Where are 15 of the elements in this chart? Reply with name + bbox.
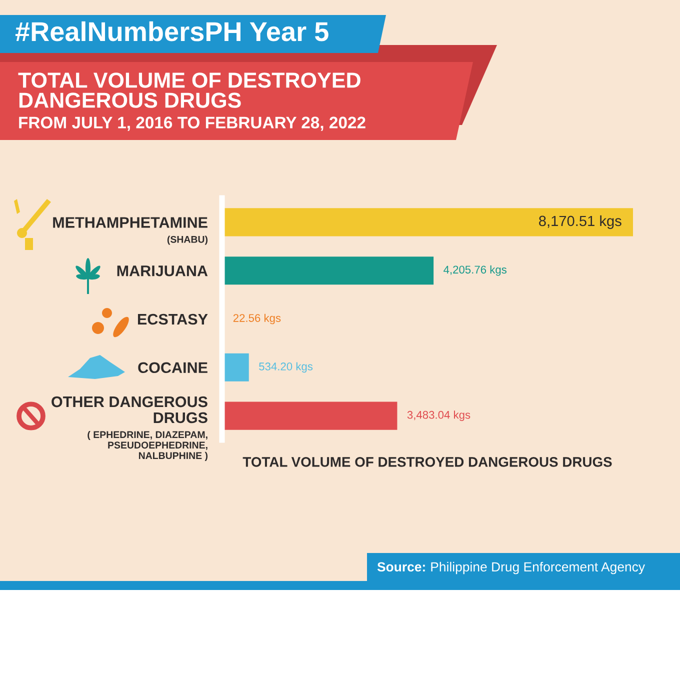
data-label: 4,205.76 kgs (444, 265, 507, 276)
data-label: 8,170.51 kgs (539, 215, 622, 229)
category-label: METHAMPHETAMINE (SHABU) (53, 217, 208, 245)
category-label: OTHER DANGEROUS DRUGS ( EPHEDRINE, DIAZEPAM, PSEUDOEPHEDRINE, NALBUPHINE ) (52, 396, 208, 461)
x-axis-title: TOTAL VOLUME OF DESTROYED DANGEROUS DRUGS (242, 457, 612, 467)
data-label: 3,483.04 kgs (407, 410, 470, 421)
text: #RealNumbersPH Year 5 (15, 21, 328, 42)
chart-title: TOTAL VOLUME OF DESTROYED DANGEROUS DRUGS (18, 72, 360, 108)
y-tick-label: MARIJUANA (117, 266, 208, 276)
y-tick-label: ECSTASY (138, 314, 208, 325)
y-tick-label: COCAINE (138, 362, 208, 374)
source-note: Source: Philippine Drug Enforcement Agency (377, 562, 645, 574)
data-label: 534.20 kgs (259, 362, 313, 373)
data-label: 22.56 kgs (233, 314, 281, 324)
chart-subtitle: FROM JULY 1, 2016 TO FEBRUARY 28, 2022 (19, 116, 366, 131)
